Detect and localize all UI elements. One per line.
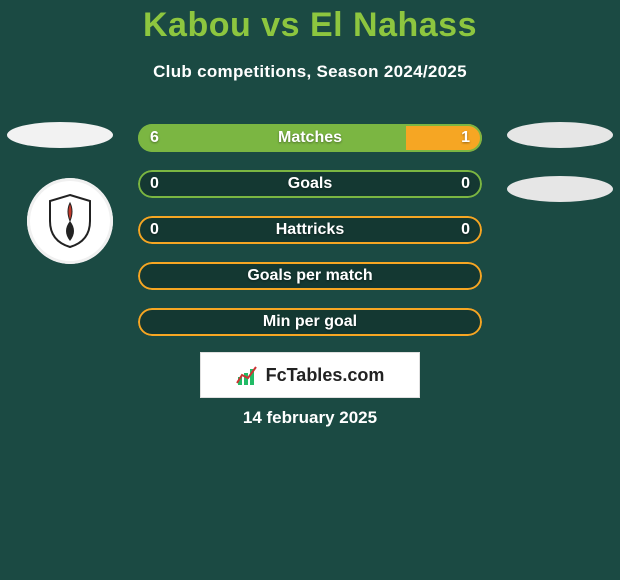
branding-text: FcTables.com bbox=[266, 365, 385, 386]
stat-row: 00Hattricks bbox=[138, 216, 482, 244]
club-left-badge bbox=[27, 178, 113, 264]
stat-row: Goals per match bbox=[138, 262, 482, 290]
stat-label: Matches bbox=[138, 124, 482, 152]
club-right-badge-placeholder bbox=[507, 176, 613, 202]
stat-label: Hattricks bbox=[138, 216, 482, 244]
stat-label: Goals per match bbox=[138, 262, 482, 290]
bar-chart-icon bbox=[236, 363, 260, 387]
stat-row: Min per goal bbox=[138, 308, 482, 336]
stat-row: 00Goals bbox=[138, 170, 482, 198]
stat-row: 61Matches bbox=[138, 124, 482, 152]
branding-badge: FcTables.com bbox=[200, 352, 420, 398]
stat-label: Goals bbox=[138, 170, 482, 198]
page-title: Kabou vs El Nahass bbox=[0, 6, 620, 45]
footer-date: 14 february 2025 bbox=[0, 408, 620, 428]
club-crest-icon bbox=[40, 191, 100, 251]
page-subtitle: Club competitions, Season 2024/2025 bbox=[0, 62, 620, 82]
comparison-infographic: Kabou vs El Nahass Club competitions, Se… bbox=[0, 0, 620, 580]
stat-label: Min per goal bbox=[138, 308, 482, 336]
comparison-bars: 61Matches 00Goals 00Hattricks Goals per mat… bbox=[138, 124, 482, 336]
player-right-avatar-placeholder bbox=[507, 122, 613, 148]
player-left-avatar-placeholder bbox=[7, 122, 113, 148]
